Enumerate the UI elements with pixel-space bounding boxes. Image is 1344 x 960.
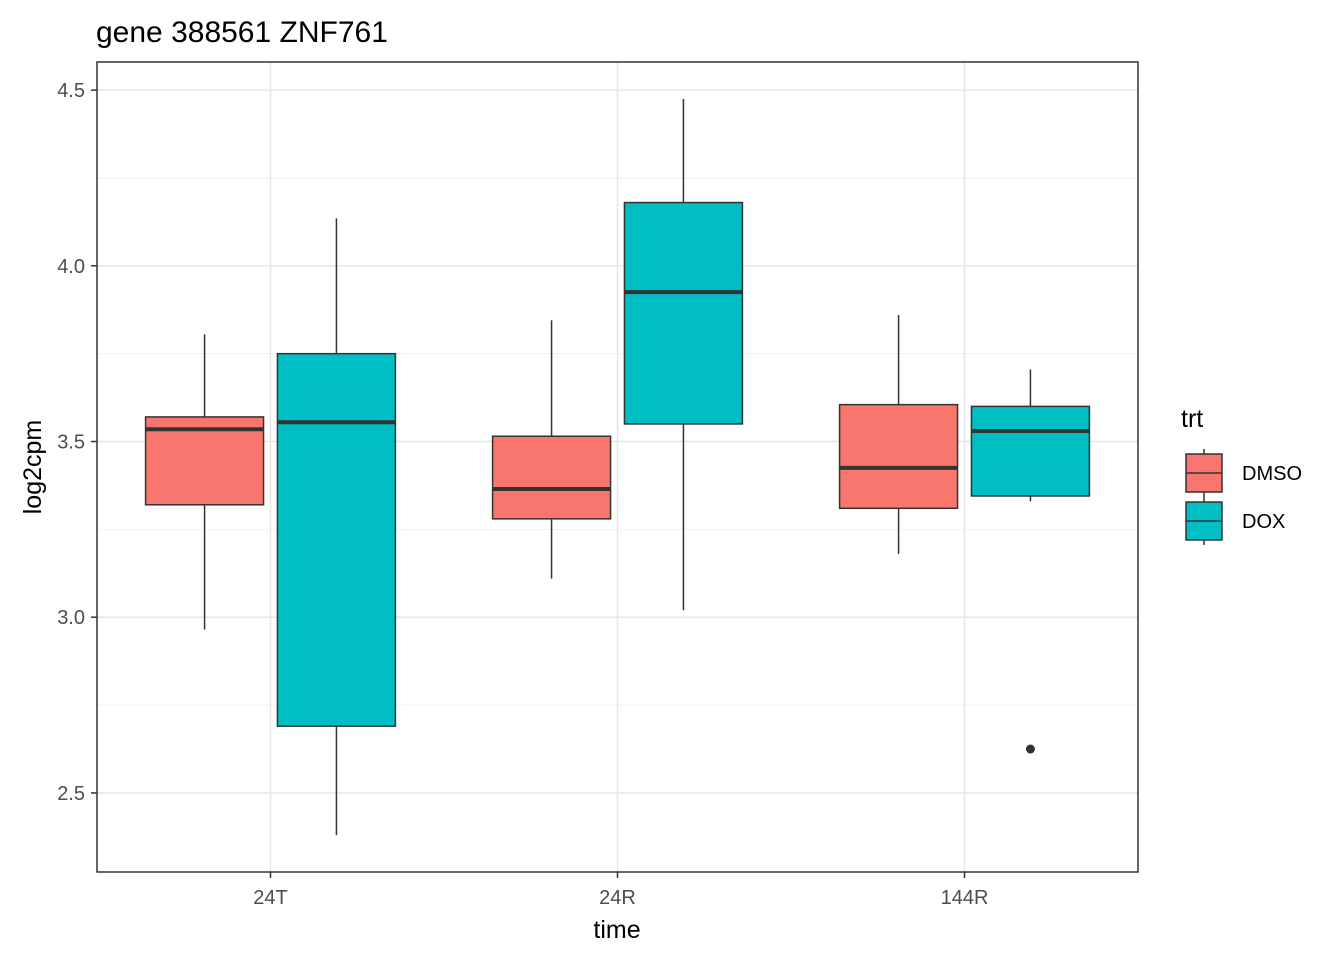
legend-item-DOX: DOX xyxy=(1185,497,1285,545)
y-axis-title: log2cpm xyxy=(19,420,47,515)
y-tick-label: 3.0 xyxy=(57,607,85,629)
box-DMSO-24T xyxy=(144,334,265,630)
x-axis-ticks: 24T 24R 144R xyxy=(253,872,988,909)
outlier-point xyxy=(1025,744,1035,754)
box-DMSO-24R xyxy=(491,320,612,579)
legend-item-DMSO: DMSO xyxy=(1185,449,1302,497)
box-DOX-24R xyxy=(623,98,744,611)
legend-label: DOX xyxy=(1242,511,1285,533)
box-iqr xyxy=(144,416,265,506)
x-axis-title: time xyxy=(593,916,640,944)
box-iqr xyxy=(838,403,959,510)
box-iqr xyxy=(491,435,612,520)
legend: trt DMSO DOX xyxy=(1181,405,1302,545)
box-DMSO-144R xyxy=(838,315,959,554)
y-tick-label: 3.5 xyxy=(57,432,85,454)
y-tick-label: 4.0 xyxy=(57,256,85,278)
box-iqr xyxy=(623,201,744,425)
x-tick-label: 24T xyxy=(253,887,287,909)
y-axis-ticks: 2.5 3.0 3.5 4.0 4.5 xyxy=(57,80,97,805)
legend-title: trt xyxy=(1181,405,1203,433)
legend-label: DMSO xyxy=(1242,463,1302,485)
box-DOX-144R xyxy=(970,369,1091,754)
box-DOX-24T xyxy=(276,218,397,836)
x-tick-label: 144R xyxy=(941,887,989,909)
y-tick-label: 2.5 xyxy=(57,783,85,805)
box-iqr xyxy=(970,405,1091,497)
chart-title: gene 388561 ZNF761 xyxy=(96,16,388,49)
box-iqr xyxy=(276,352,397,727)
plot-area xyxy=(96,61,1139,873)
x-tick-label: 24R xyxy=(599,887,636,909)
y-tick-label: 4.5 xyxy=(57,80,85,102)
